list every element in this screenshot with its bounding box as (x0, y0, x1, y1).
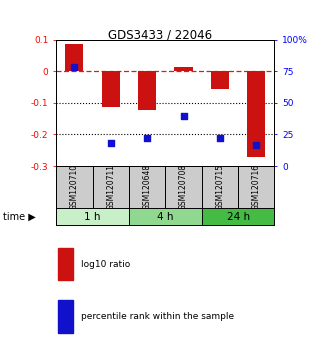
Bar (56, 208, 129, 225)
Text: GDS3433 / 22046: GDS3433 / 22046 (108, 28, 213, 41)
Text: log10 ratio: log10 ratio (82, 259, 131, 269)
Point (108, 141, 113, 146)
Bar (138, 71, 156, 110)
Bar (129, 166, 165, 208)
Text: GSM120710: GSM120710 (70, 164, 79, 210)
Bar (238, 166, 274, 208)
Bar (202, 208, 274, 225)
Point (254, 142, 259, 147)
Bar (202, 166, 238, 208)
Bar (247, 71, 265, 156)
Point (144, 136, 150, 141)
Bar (56, 166, 92, 208)
Text: GSM120716: GSM120716 (252, 164, 261, 210)
Text: 24 h: 24 h (227, 211, 250, 222)
Point (181, 113, 186, 118)
Bar (102, 71, 120, 107)
Text: GSM120715: GSM120715 (215, 164, 224, 210)
Bar (174, 68, 193, 71)
Bar (92, 166, 129, 208)
Text: 1 h: 1 h (84, 211, 101, 222)
Text: percentile rank within the sample: percentile rank within the sample (82, 312, 235, 321)
Bar (129, 208, 202, 225)
Bar (58, 300, 73, 333)
Text: time ▶: time ▶ (3, 211, 36, 222)
Bar (58, 248, 73, 280)
Bar (65, 44, 83, 71)
Point (217, 136, 222, 141)
Bar (165, 166, 202, 208)
Text: GSM120648: GSM120648 (143, 164, 152, 210)
Text: 4 h: 4 h (157, 211, 174, 222)
Text: GSM120711: GSM120711 (106, 164, 115, 210)
Point (72, 65, 77, 70)
Bar (211, 71, 229, 88)
Text: GSM120708: GSM120708 (179, 164, 188, 210)
